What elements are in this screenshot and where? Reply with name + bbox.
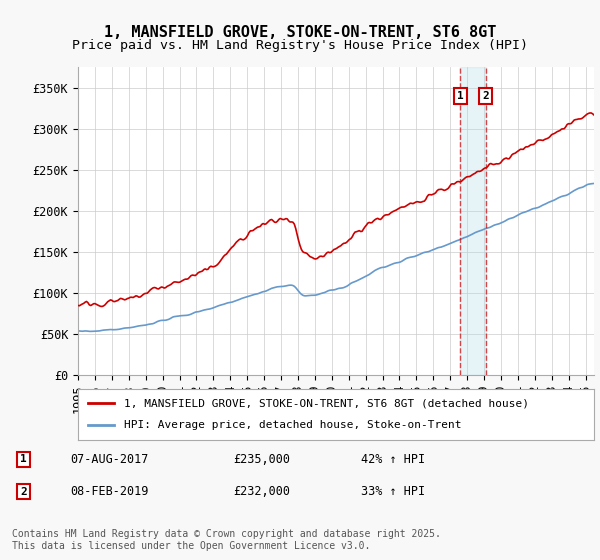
Text: 33% ↑ HPI: 33% ↑ HPI (361, 485, 425, 498)
Text: Price paid vs. HM Land Registry's House Price Index (HPI): Price paid vs. HM Land Registry's House … (72, 39, 528, 52)
Text: 2: 2 (20, 487, 27, 497)
Text: 07-AUG-2017: 07-AUG-2017 (70, 453, 149, 466)
Bar (460, 67, 486, 375)
Text: 42% ↑ HPI: 42% ↑ HPI (361, 453, 425, 466)
Text: 08-FEB-2019: 08-FEB-2019 (70, 485, 149, 498)
Text: 1: 1 (457, 91, 464, 101)
Text: Contains HM Land Registry data © Crown copyright and database right 2025.
This d: Contains HM Land Registry data © Crown c… (12, 529, 441, 551)
Text: 1, MANSFIELD GROVE, STOKE-ON-TRENT, ST6 8GT: 1, MANSFIELD GROVE, STOKE-ON-TRENT, ST6 … (104, 25, 496, 40)
Text: 1, MANSFIELD GROVE, STOKE-ON-TRENT, ST6 8GT (detached house): 1, MANSFIELD GROVE, STOKE-ON-TRENT, ST6 … (124, 398, 529, 408)
Text: £232,000: £232,000 (233, 485, 290, 498)
Text: 2: 2 (482, 91, 489, 101)
Text: HPI: Average price, detached house, Stoke-on-Trent: HPI: Average price, detached house, Stok… (124, 421, 462, 431)
Text: £235,000: £235,000 (233, 453, 290, 466)
Text: 1: 1 (20, 454, 27, 464)
